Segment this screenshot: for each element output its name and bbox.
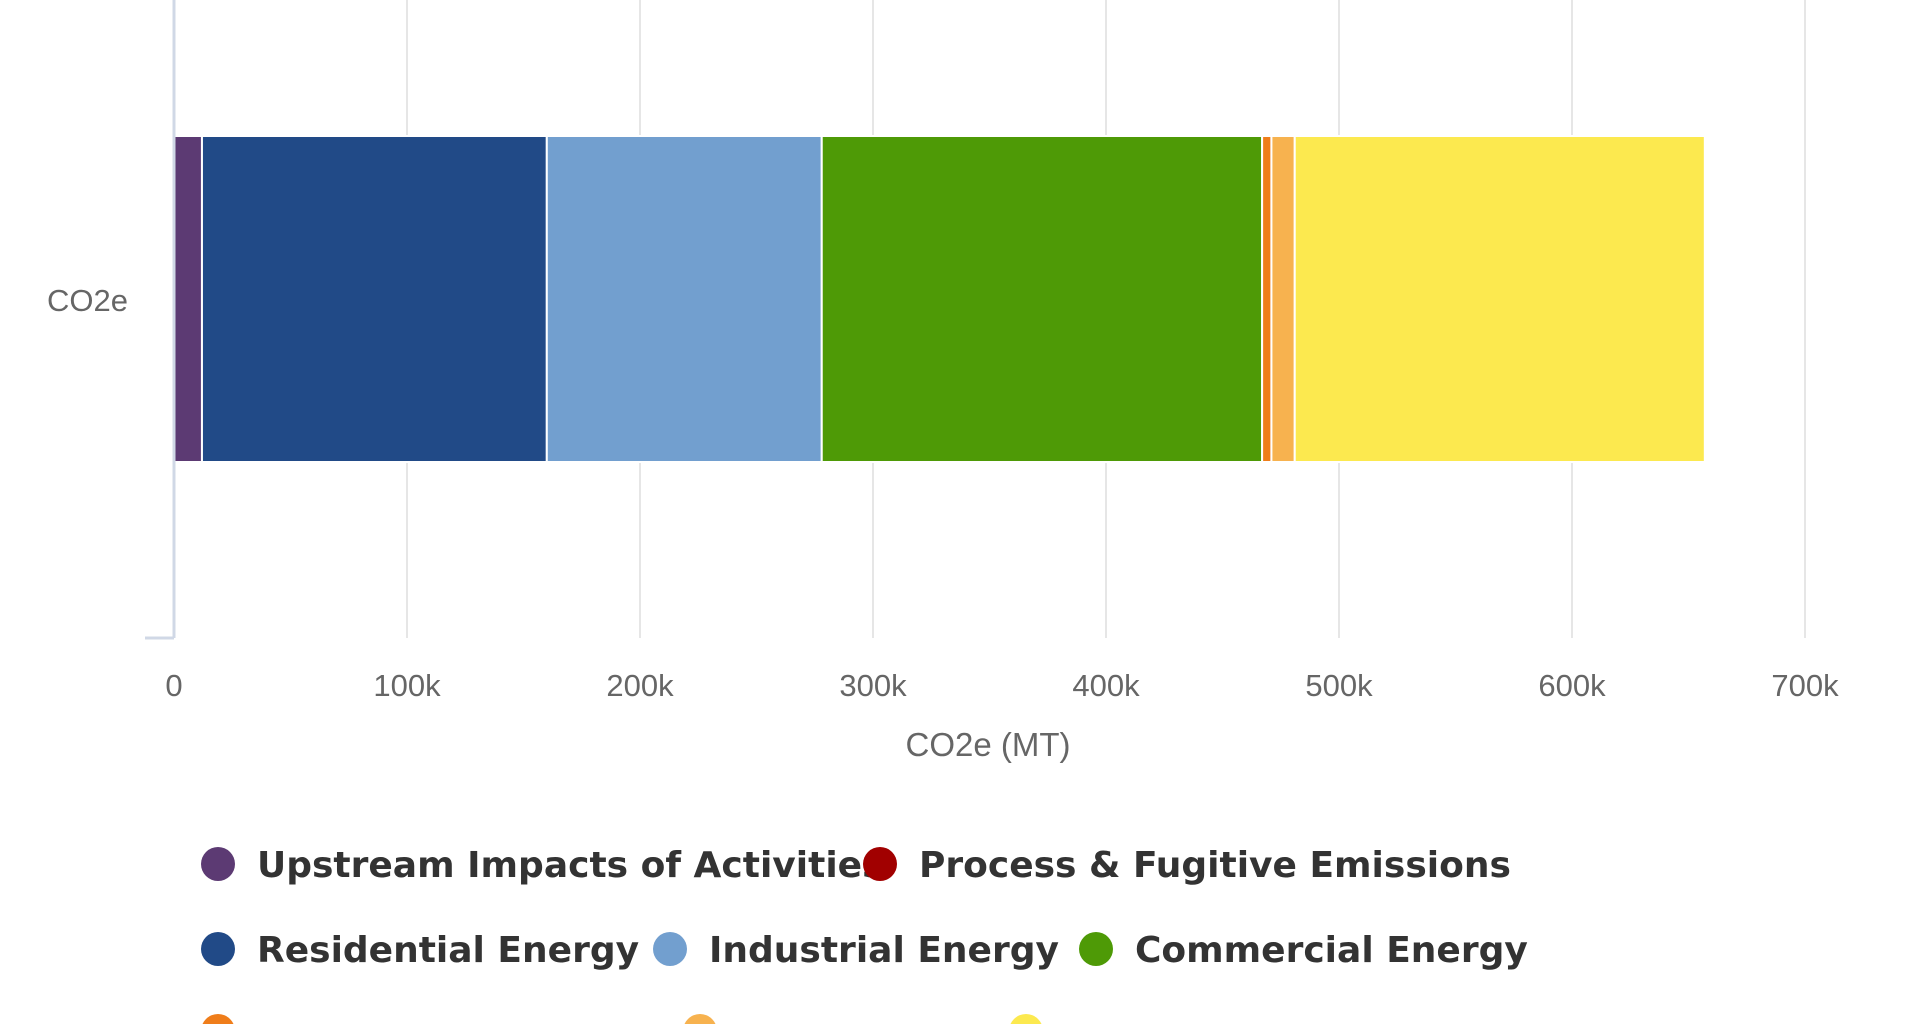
bar-segment[interactable] bbox=[820, 135, 1264, 463]
x-tick-label: 400k bbox=[1072, 668, 1140, 703]
legend-marker[interactable] bbox=[201, 1014, 235, 1024]
legend-label[interactable]: Upstream Impacts of Activities bbox=[257, 845, 884, 886]
bar-segment[interactable] bbox=[1293, 135, 1706, 463]
legend-label[interactable]: Process & Fugitive Emissions bbox=[919, 845, 1511, 886]
bar-segment[interactable] bbox=[173, 135, 203, 463]
legend-marker[interactable] bbox=[201, 847, 235, 881]
x-tick-label: 600k bbox=[1538, 668, 1606, 703]
legend-marker[interactable] bbox=[1079, 932, 1113, 966]
legend-marker[interactable] bbox=[863, 847, 897, 881]
x-tick-label: 700k bbox=[1771, 668, 1839, 703]
bar-layer bbox=[173, 135, 1706, 463]
axis-layer: CO2e (MT) CO2e 0 100k 200k 300k 400k 500k 600k… bbox=[47, 0, 1839, 763]
legend-marker[interactable] bbox=[683, 1014, 717, 1024]
legend-label[interactable]: Commercial Energy bbox=[1135, 930, 1528, 971]
bar-segment[interactable] bbox=[200, 135, 548, 463]
bar-segment[interactable] bbox=[545, 135, 823, 463]
legend-marker[interactable] bbox=[201, 932, 235, 966]
x-tick-label: 100k bbox=[373, 668, 441, 703]
x-tick-label: 300k bbox=[839, 668, 907, 703]
x-tick-label: 200k bbox=[606, 668, 674, 703]
x-tick-label: 0 bbox=[165, 668, 182, 703]
legend-label[interactable]: Residential Energy bbox=[257, 930, 639, 971]
bar-segment[interactable] bbox=[1261, 135, 1273, 463]
legend-label[interactable]: Industrial Energy bbox=[709, 930, 1059, 971]
legend: Upstream Impacts of Activities Process & … bbox=[201, 845, 1528, 1024]
bar-segment[interactable] bbox=[1270, 135, 1296, 463]
legend-marker[interactable] bbox=[1009, 1014, 1043, 1024]
x-tick-label: 500k bbox=[1305, 668, 1373, 703]
category-label: CO2e bbox=[47, 283, 128, 318]
x-axis-title: CO2e (MT) bbox=[906, 726, 1071, 763]
legend-marker[interactable] bbox=[653, 932, 687, 966]
